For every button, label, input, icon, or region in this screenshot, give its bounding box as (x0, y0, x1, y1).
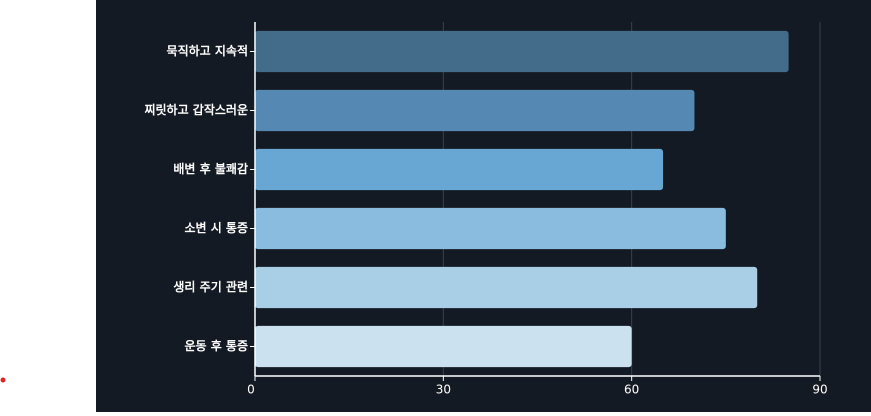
x-tick-label: 60 (624, 383, 639, 397)
x-tick-label: 30 (436, 383, 451, 397)
bar (255, 89, 695, 132)
y-tick-label: 생리 주기 관련 (173, 279, 248, 294)
bar (255, 207, 726, 250)
side-area (0, 0, 96, 412)
y-tick-label: 묵직하고 지속적 (167, 43, 248, 58)
y-tick-label: 운동 후 통증 (184, 338, 248, 353)
y-tick-label: 배변 후 불쾌감 (173, 161, 248, 176)
x-tick-label: 0 (247, 383, 255, 397)
x-tick-label: 90 (812, 383, 827, 397)
y-tick-label: 소변 시 통증 (184, 220, 248, 235)
bar (255, 266, 758, 309)
bar (255, 148, 664, 191)
dot (0, 377, 6, 383)
bar (255, 325, 632, 368)
y-tick-label: 찌릿하고 갑작스러운 (144, 102, 248, 117)
bar (255, 30, 789, 73)
